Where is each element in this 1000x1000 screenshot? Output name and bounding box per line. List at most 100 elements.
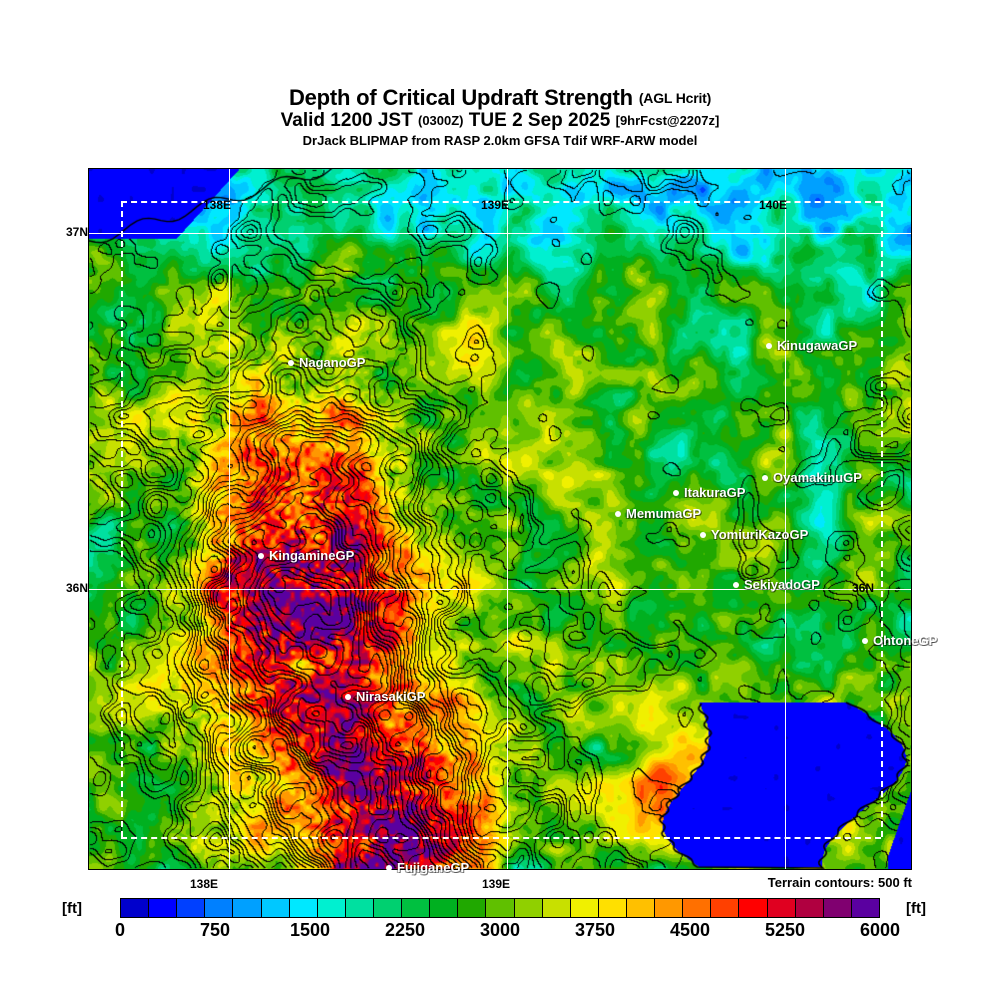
colorbar-tick: 2250: [384, 920, 426, 940]
station-dot-icon: [258, 552, 264, 559]
station-label: MemumaGP: [626, 506, 702, 521]
lat-label-37n: 37N: [66, 225, 89, 239]
station-marker[interactable]: KingamineGP: [258, 548, 354, 563]
valid-date-text: TUE 2 Sep 2025: [468, 110, 611, 131]
colorbar-segment: [683, 899, 712, 917]
lon-label-139e-top: 139E: [481, 198, 510, 212]
graticule-lon-140: [785, 169, 786, 869]
station-label: SekiyadoGP: [744, 577, 820, 592]
colorbar-segment: [655, 899, 684, 917]
title-block: Depth of Critical Updraft Strength (AGL …: [0, 86, 1000, 150]
colorbar-tick: 4500: [669, 920, 711, 940]
lon-label-138e-bottom: 138E: [190, 877, 219, 891]
station-marker[interactable]: KinugawaGP: [766, 338, 857, 353]
graticule-lat-36: [89, 589, 911, 590]
colorbar-segment: [598, 899, 627, 917]
station-dot-icon: [862, 637, 868, 644]
colorbar-tick-labels: 0 750 1500 2250 3000 3750 4500 5250 6000: [115, 920, 900, 942]
domain-box-top: [121, 201, 881, 203]
domain-box-left: [121, 201, 123, 837]
station-label: FujiganeGP: [397, 860, 470, 875]
colorbar-segment: [261, 899, 290, 917]
station-dot-icon: [345, 693, 351, 700]
title-main-text: Depth of Critical Updraft Strength: [288, 85, 633, 110]
colorbar-tick: 0: [114, 920, 126, 940]
station-label: NaganoGP: [299, 355, 366, 370]
colorbar-segment: [795, 899, 824, 917]
colorbar-segment: [570, 899, 599, 917]
station-label: KingamineGP: [269, 548, 355, 563]
valid-time-line: Valid 1200 JST (0300Z) TUE 2 Sep 2025 [9…: [0, 110, 1000, 132]
colorbar-tick: 5250: [764, 920, 806, 940]
colorbar-segment: [373, 899, 403, 917]
lon-label-138e-top: 138E: [203, 198, 232, 212]
colorbar-segment: [542, 899, 571, 917]
valid-zulu-text: (0300Z): [417, 113, 464, 128]
forecast-tag-text: [9hrFcst@2207z]: [615, 113, 720, 128]
station-marker[interactable]: ItakuraGP: [673, 485, 745, 500]
colorbar-segment: [458, 899, 487, 917]
graticule-lon-139: [507, 169, 508, 869]
colorbar-segment: [626, 899, 656, 917]
graticule-lon-138: [229, 169, 230, 869]
colorbar-tick: 750: [199, 920, 231, 940]
colorbar-unit-right: [ft]: [906, 900, 926, 917]
station-marker[interactable]: FujiganeGP: [386, 860, 469, 875]
colorbar-tick: 1500: [289, 920, 331, 940]
graticule-lat-37: [89, 233, 911, 234]
colorbar-segment: [289, 899, 318, 917]
station-marker[interactable]: YomiuriKazoGP: [700, 527, 808, 542]
model-source-line: DrJack BLIPMAP from RASP 2.0km GFSA Tdif…: [302, 133, 698, 148]
station-dot-icon: [733, 581, 739, 588]
colorbar-segment: [205, 899, 234, 917]
station-dot-icon: [762, 474, 768, 481]
station-marker[interactable]: OhtoneGP: [862, 633, 937, 648]
colorbar-segment: [345, 899, 374, 917]
colorbar-segment: [121, 899, 150, 917]
station-label: OhtoneGP: [873, 633, 938, 648]
colorbar-segment: [486, 899, 515, 917]
domain-box-bottom: [121, 837, 881, 839]
station-marker[interactable]: SekiyadoGP: [733, 577, 820, 592]
title-suffix-text: (AGL Hcrit): [638, 90, 712, 106]
colorbar-segment: [767, 899, 796, 917]
colorbar[interactable]: [120, 898, 880, 918]
station-marker[interactable]: NirasakiGP: [345, 689, 425, 704]
colorbar-unit-left: [ft]: [62, 900, 82, 917]
map-frame[interactable]: [88, 168, 912, 870]
station-label: OyamakinuGP: [773, 470, 862, 485]
colorbar-segment: [177, 899, 206, 917]
colorbar-tick: 3000: [479, 920, 521, 940]
weather-raster-layer: [89, 169, 911, 869]
lat-label-36n: 36N: [66, 581, 89, 595]
colorbar-segment: [823, 899, 852, 917]
station-marker[interactable]: NaganoGP: [288, 355, 365, 370]
colorbar-segment: [317, 899, 346, 917]
station-label: YomiuriKazoGP: [711, 527, 809, 542]
domain-box-right: [881, 201, 883, 837]
colorbar-tick: 6000: [859, 920, 901, 940]
station-dot-icon: [386, 864, 392, 871]
colorbar-segment: [149, 899, 178, 917]
colorbar-tick: 3750: [574, 920, 616, 940]
station-label: NirasakiGP: [356, 689, 426, 704]
colorbar-segment: [402, 899, 431, 917]
colorbar-segment: [514, 899, 543, 917]
terrain-contour-note: Terrain contours: 500 ft: [767, 875, 912, 890]
colorbar-segment: [711, 899, 740, 917]
colorbar-segment: [233, 899, 262, 917]
colorbar-segment: [430, 899, 459, 917]
colorbar-segment: [851, 899, 879, 917]
station-marker[interactable]: OyamakinuGP: [762, 470, 862, 485]
station-label: KinugawaGP: [777, 338, 858, 353]
station-dot-icon: [700, 531, 706, 538]
station-dot-icon: [766, 342, 772, 349]
page-title: Depth of Critical Updraft Strength (AGL …: [0, 86, 1000, 110]
valid-prefix-text: Valid 1200 JST: [280, 110, 413, 131]
lon-label-139e-bottom: 139E: [482, 877, 511, 891]
lon-label-140e-top: 140E: [759, 198, 788, 212]
station-marker[interactable]: MemumaGP: [615, 506, 701, 521]
colorbar-segment: [739, 899, 768, 917]
station-dot-icon: [288, 359, 294, 366]
